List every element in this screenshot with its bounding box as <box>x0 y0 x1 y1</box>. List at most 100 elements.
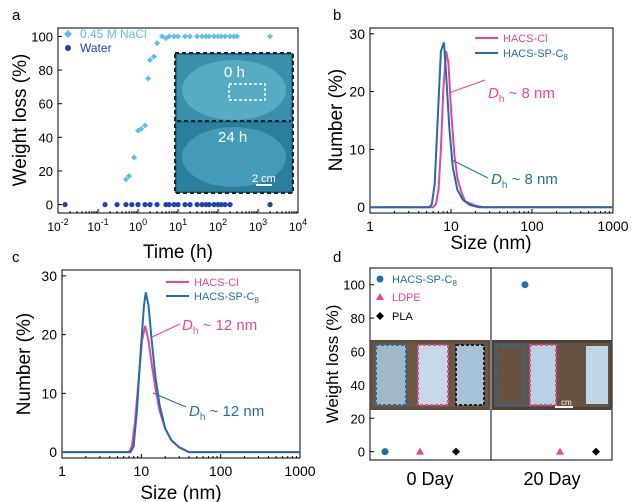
y-tick-label: 40 <box>351 378 365 393</box>
panel-b-frame <box>369 27 614 214</box>
x-tick-label: 10-2 <box>47 217 68 234</box>
y-tick-label: 10 <box>349 141 365 157</box>
x-tick-label: 1000 <box>597 218 628 234</box>
panel-b-annotation-pink: Dh ~ 8 nm <box>448 79 555 105</box>
legend-label-hacs-cl: HACS-Cl <box>503 33 548 45</box>
data-point-nacl <box>211 33 218 40</box>
legend-label-hacs-cl: HACS-Cl <box>194 277 239 289</box>
y-tick-label: 30 <box>349 26 365 42</box>
y-tick-label: 20 <box>349 84 365 100</box>
legend-marker-pla <box>376 312 384 320</box>
panel-a-axes: 0 20 40 60 80 100 10-2 10-1 100 101 102 103 104 <box>31 29 307 234</box>
panel-a-legend: 0.45 M NaCl Water <box>64 27 147 55</box>
panel-b-xlabel: Size (nm) <box>450 233 531 254</box>
data-point-water <box>123 201 129 208</box>
legend-label-nacl: 0.45 M NaCl <box>80 27 147 41</box>
svg-text:Dh ~ 8 nm: Dh ~ 8 nm <box>491 171 558 191</box>
y-tick-label: 30 <box>41 268 57 284</box>
data-point-nacl <box>218 33 225 40</box>
panel-letter-d: d <box>333 249 341 266</box>
y-tick-label: 10 <box>41 385 57 401</box>
x-tick-label: 100 <box>209 463 233 479</box>
panel-c-annotation-blue: Dh ~ 12 nm <box>152 392 264 423</box>
data-point-nacl <box>171 33 178 40</box>
data-point-pla <box>592 447 600 456</box>
inset-label-24h: 24 h <box>218 129 247 146</box>
data-point-water <box>129 201 135 208</box>
data-point-hacs-sp-c8 <box>521 281 529 289</box>
x-tick-label: 10-1 <box>87 217 108 234</box>
data-point-pla <box>452 447 460 456</box>
data-point-ldpe <box>416 447 424 455</box>
data-point-water <box>182 201 188 208</box>
panel-b-ylabel: Number (%) <box>326 69 347 171</box>
data-point-nacl <box>126 173 133 179</box>
panel-c-lines <box>62 292 300 454</box>
legend-label-water: Water <box>80 41 112 55</box>
data-point-nacl <box>182 33 189 40</box>
data-point-water <box>206 201 212 208</box>
data-point-water <box>211 201 217 208</box>
data-point-water <box>171 201 177 208</box>
data-point-hacs-sp-c8 <box>381 448 389 456</box>
y-tick-label: 20 <box>39 164 53 179</box>
inset-label-0h: 0 h <box>224 64 245 81</box>
data-point-water <box>194 201 200 208</box>
data-point-nacl <box>230 33 237 40</box>
y-tick-label: 0 <box>46 198 53 213</box>
data-point-water <box>102 201 108 208</box>
data-point-water <box>187 201 193 208</box>
panel-c-ylabel: Number (%) <box>14 313 35 415</box>
data-point-water <box>175 201 181 208</box>
panel-d-category-0: 0 Day <box>406 469 453 489</box>
y-tick-label: 0 <box>49 444 57 460</box>
data-point-water <box>267 201 273 208</box>
y-tick-label: 20 <box>351 411 365 426</box>
panel-d-photo-20day: cm <box>492 340 612 410</box>
legend-label-ldpe: LDPE <box>392 292 421 304</box>
data-point-nacl <box>147 56 154 63</box>
data-point-water <box>199 201 205 208</box>
data-point-nacl <box>222 33 229 40</box>
y-tick-label: 40 <box>39 130 53 145</box>
x-tick-label: 1 <box>58 463 66 479</box>
data-point-nacl <box>215 33 221 40</box>
panel-d-photo-0day <box>370 340 490 410</box>
legend-marker-water <box>65 45 71 51</box>
y-tick-label: 20 <box>41 327 57 343</box>
x-tick-label: 104 <box>289 217 307 234</box>
panel-c-axes: 0 10 20 30 1 10 100 1000 <box>41 268 315 479</box>
panel-c: 0 10 20 30 1 10 100 1000 HACS-Cl HACS-SP-C8 Dh … <box>14 268 316 502</box>
data-point-nacl <box>267 33 274 40</box>
panel-c-annotation-pink: Dh ~ 12 nm <box>151 317 257 338</box>
panel-b: 0 10 20 30 1 10 100 1000 HACS-Cl HACS-SP-C8 Dh … <box>326 26 629 254</box>
legend-marker-hacs-sp <box>376 275 384 283</box>
data-point-nacl <box>166 33 173 40</box>
data-point-nacl <box>150 53 157 60</box>
svg-text:Dh ~ 12 nm: Dh ~ 12 nm <box>182 317 257 337</box>
data-point-nacl <box>187 33 194 40</box>
panel-a-points <box>62 33 274 208</box>
panel-d-points <box>381 281 600 456</box>
panel-a: 0 20 40 60 80 100 10-2 10-1 100 101 102 103 104 0 h … <box>10 27 307 263</box>
data-point-water <box>62 201 68 208</box>
y-tick-label: 100 <box>343 278 365 293</box>
data-point-nacl <box>206 33 213 40</box>
data-point-nacl <box>142 122 149 129</box>
y-tick-label: 0 <box>357 199 365 215</box>
x-tick-label: 102 <box>209 217 227 234</box>
panel-b-lines <box>370 42 613 209</box>
data-point-nacl <box>234 33 241 40</box>
x-tick-label: 10 <box>443 218 459 234</box>
legend-label-pla: PLA <box>392 311 413 323</box>
panel-c-frame <box>61 269 301 459</box>
x-tick-label: 103 <box>249 217 267 234</box>
panel-d: 0 20 40 60 80 100 cm HACS-SP-C8 LDPE PLA <box>323 267 613 489</box>
series-line-hacs-cl <box>62 325 300 454</box>
data-point-nacl <box>138 125 145 132</box>
panel-letter-c: c <box>12 249 20 266</box>
legend-label-hacs-sp: HACS-SP-C8 <box>392 274 458 288</box>
x-tick-label: 10 <box>134 463 150 479</box>
y-tick-label: 60 <box>39 97 53 112</box>
panel-d-axes: 0 20 40 60 80 100 <box>343 278 374 460</box>
